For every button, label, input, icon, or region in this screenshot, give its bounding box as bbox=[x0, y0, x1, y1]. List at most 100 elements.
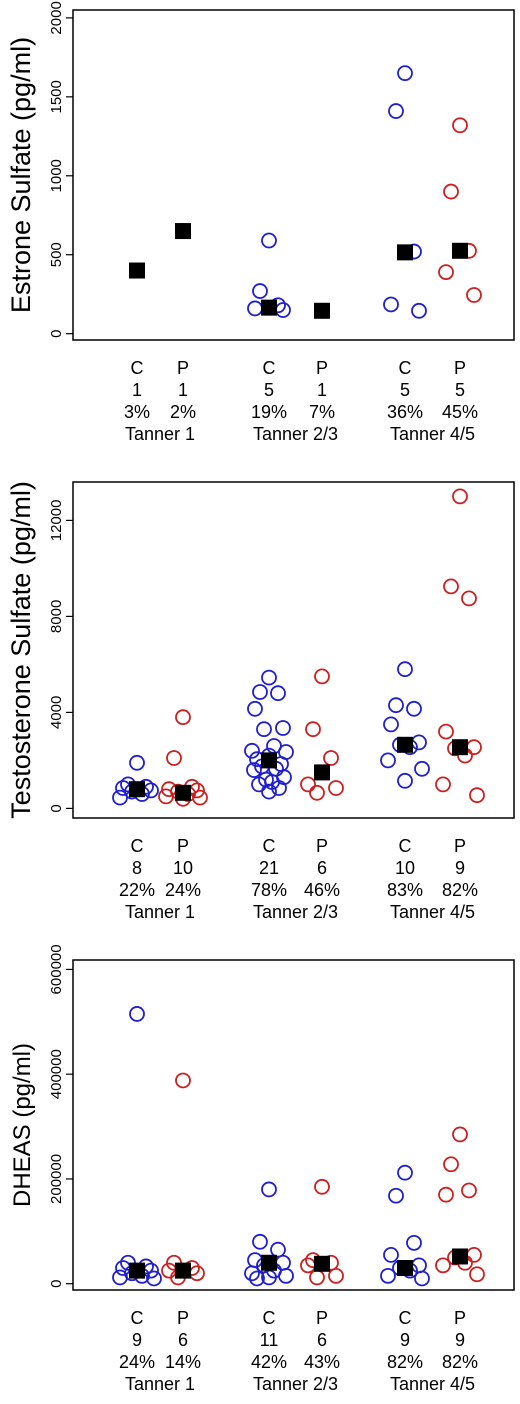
control-point bbox=[388, 103, 404, 119]
control-point bbox=[383, 296, 399, 313]
group-percent: 24% bbox=[165, 880, 201, 900]
tanner-stage-label: Tanner 4/5 bbox=[390, 902, 475, 922]
control-point bbox=[252, 283, 268, 299]
control-point bbox=[411, 302, 427, 319]
tanner-stage-label: Tanner 4/5 bbox=[390, 1374, 475, 1394]
control-point bbox=[261, 232, 277, 249]
patient-point bbox=[435, 776, 451, 793]
group-n: 5 bbox=[455, 380, 465, 400]
group-n: 1 bbox=[317, 380, 327, 400]
control-point bbox=[252, 1233, 268, 1250]
group-percent: 46% bbox=[304, 880, 340, 900]
patient-point bbox=[158, 788, 174, 805]
control-point bbox=[244, 1265, 260, 1282]
patient-point bbox=[300, 776, 316, 793]
control-point bbox=[261, 783, 277, 800]
control-point bbox=[247, 700, 263, 717]
median-marker bbox=[175, 1262, 191, 1279]
median-marker bbox=[452, 242, 468, 259]
y-tick-label: 200000 bbox=[48, 1154, 65, 1204]
group-n: 9 bbox=[455, 858, 465, 878]
control-point bbox=[112, 1269, 128, 1286]
group-percent: 83% bbox=[387, 880, 423, 900]
median-marker bbox=[314, 764, 330, 781]
group-n: 10 bbox=[395, 858, 415, 878]
group-letter: C bbox=[263, 836, 276, 856]
patient-point bbox=[192, 789, 208, 806]
patient-point bbox=[443, 1156, 459, 1173]
group-percent: 24% bbox=[119, 1352, 155, 1372]
group-percent: 2% bbox=[170, 402, 196, 422]
group-n: 1 bbox=[178, 380, 188, 400]
control-point bbox=[275, 1254, 291, 1271]
patient-point bbox=[466, 287, 482, 303]
patient-point bbox=[438, 1186, 454, 1203]
control-point bbox=[278, 1267, 294, 1284]
patient-point bbox=[314, 668, 330, 685]
chart-panel-2: 0 4000 8000 12000 Testosterone Sulfate (pg/m… bbox=[6, 481, 515, 922]
group-percent: 36% bbox=[387, 402, 423, 422]
control-point bbox=[380, 752, 396, 769]
median-marker bbox=[261, 299, 277, 316]
patient-point bbox=[443, 183, 459, 200]
control-point bbox=[383, 716, 399, 733]
group-n: 1 bbox=[132, 380, 142, 400]
control-point bbox=[249, 1270, 265, 1287]
patient-point bbox=[314, 1178, 330, 1195]
control-point bbox=[414, 1270, 430, 1287]
y-tick-label: 2000 bbox=[48, 1, 65, 34]
control-point bbox=[414, 760, 430, 777]
patient-point bbox=[328, 1267, 344, 1284]
plot-frame bbox=[72, 481, 515, 819]
patient-point bbox=[328, 780, 344, 796]
patient-point bbox=[466, 1247, 482, 1263]
control-point bbox=[261, 669, 277, 686]
group-letter: C bbox=[399, 1308, 412, 1328]
control-point bbox=[388, 1187, 404, 1204]
group-percent: 22% bbox=[119, 880, 155, 900]
control-point bbox=[246, 762, 262, 778]
patient-point bbox=[443, 578, 459, 595]
group-n: 21 bbox=[259, 858, 279, 878]
control-point bbox=[129, 1006, 145, 1022]
y-tick-label: 4000 bbox=[48, 696, 65, 729]
y-tick-label: 8000 bbox=[48, 600, 65, 633]
control-point bbox=[256, 721, 272, 738]
group-percent: 43% bbox=[304, 1352, 340, 1372]
control-point bbox=[397, 772, 413, 789]
control-point bbox=[275, 720, 291, 736]
control-point bbox=[406, 700, 422, 717]
median-marker bbox=[261, 1254, 277, 1271]
patient-point bbox=[438, 723, 454, 740]
tanner-stage-label: Tanner 2/3 bbox=[253, 1374, 338, 1394]
group-percent: 14% bbox=[165, 1352, 201, 1372]
tanner-stage-label: Tanner 1 bbox=[125, 424, 195, 444]
group-percent: 45% bbox=[442, 402, 478, 422]
patient-point bbox=[323, 750, 339, 766]
median-marker bbox=[175, 223, 191, 240]
group-letter: C bbox=[131, 1308, 144, 1328]
patient-point bbox=[469, 787, 485, 804]
median-marker bbox=[452, 1248, 468, 1265]
median-marker bbox=[175, 784, 191, 801]
group-letter: C bbox=[131, 358, 144, 378]
median-marker bbox=[314, 1255, 330, 1272]
control-point bbox=[129, 754, 145, 771]
y-tick-label: 1500 bbox=[48, 80, 65, 113]
patient-point bbox=[305, 721, 321, 738]
control-point bbox=[406, 1234, 422, 1251]
group-letter: P bbox=[177, 1308, 189, 1328]
group-percent: 7% bbox=[309, 402, 335, 422]
control-point bbox=[397, 1164, 413, 1181]
control-point bbox=[261, 1181, 277, 1198]
median-marker bbox=[129, 262, 145, 279]
group-n: 9 bbox=[455, 1330, 465, 1350]
group-letter: P bbox=[454, 358, 466, 378]
group-n: 6 bbox=[317, 858, 327, 878]
control-point bbox=[270, 1241, 286, 1258]
group-n: 8 bbox=[132, 858, 142, 878]
group-letter: C bbox=[131, 836, 144, 856]
patient-point bbox=[469, 1266, 485, 1283]
